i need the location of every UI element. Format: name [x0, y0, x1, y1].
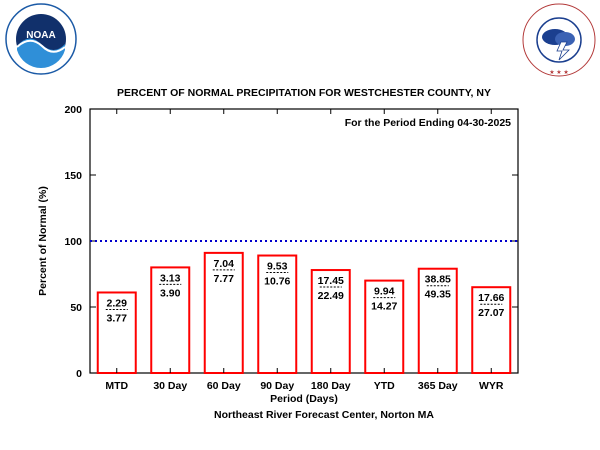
- bar: [364, 279, 405, 375]
- y-tick-label: 100: [64, 236, 82, 248]
- bar-observed-label: 9.53: [267, 261, 288, 273]
- x-tick-label: 90 Day: [260, 380, 294, 392]
- y-tick-label: 150: [64, 170, 82, 182]
- bar-normal-label: 49.35: [425, 289, 451, 301]
- chart-footer: Northeast River Forecast Center, Norton …: [214, 409, 434, 421]
- bar-normal-label: 3.90: [160, 287, 181, 299]
- bar-series: 2.29 3.77 3.13 3.90 7.04 7.77 9.53 10.76 17.45 22…: [96, 251, 512, 375]
- bar-observed-label: 2.29: [107, 297, 128, 309]
- bar-normal-label: 22.49: [318, 290, 344, 302]
- bar-normal-label: 7.77: [214, 273, 235, 285]
- x-axis: MTD 30 Day 60 Day 90 Day 180 Day YTD 365 Day WY…: [105, 109, 504, 392]
- y-tick-label: 50: [70, 302, 82, 314]
- noaa-logo-text: NOAA: [26, 30, 55, 41]
- y-tick-label: 200: [64, 104, 82, 116]
- bar: [203, 251, 244, 375]
- x-axis-label: Period (Days): [270, 393, 338, 405]
- bar-normal-label: 10.76: [264, 276, 290, 288]
- bar-normal-label: 27.07: [478, 307, 504, 319]
- x-tick-label: WYR: [479, 380, 504, 392]
- bar-observed-label: 17.66: [478, 292, 504, 304]
- bar-normal-label: 3.77: [107, 312, 128, 324]
- x-tick-label: YTD: [374, 380, 395, 392]
- bar-observed-label: 7.04: [214, 258, 235, 270]
- bar: [471, 286, 512, 375]
- bar-observed-label: 3.13: [160, 272, 181, 284]
- noaa-logo: NOAA: [5, 3, 77, 75]
- y-axis-label: Percent of Normal (%): [37, 186, 49, 296]
- chart-title: PERCENT OF NORMAL PRECIPITATION FOR WEST…: [117, 87, 491, 99]
- svg-text:★ ★ ★: ★ ★ ★: [549, 69, 568, 76]
- chart-subtitle: For the Period Ending 04-30-2025: [345, 117, 511, 129]
- y-axis: 0 50 100 150 200: [64, 104, 518, 380]
- nws-logo: ★ ★ ★: [522, 3, 596, 77]
- x-tick-label: 365 Day: [418, 380, 458, 392]
- y-tick-label: 0: [76, 368, 82, 380]
- bar-observed-label: 17.45: [318, 275, 344, 287]
- bar: [257, 254, 298, 375]
- x-tick-label: MTD: [105, 380, 128, 392]
- bar-observed-label: 9.94: [374, 286, 395, 298]
- bar-observed-label: 38.85: [425, 274, 451, 286]
- x-tick-label: 60 Day: [207, 380, 241, 392]
- bar: [96, 291, 137, 375]
- x-tick-label: 180 Day: [311, 380, 351, 392]
- bar-normal-label: 14.27: [371, 301, 397, 313]
- x-tick-label: 30 Day: [153, 380, 187, 392]
